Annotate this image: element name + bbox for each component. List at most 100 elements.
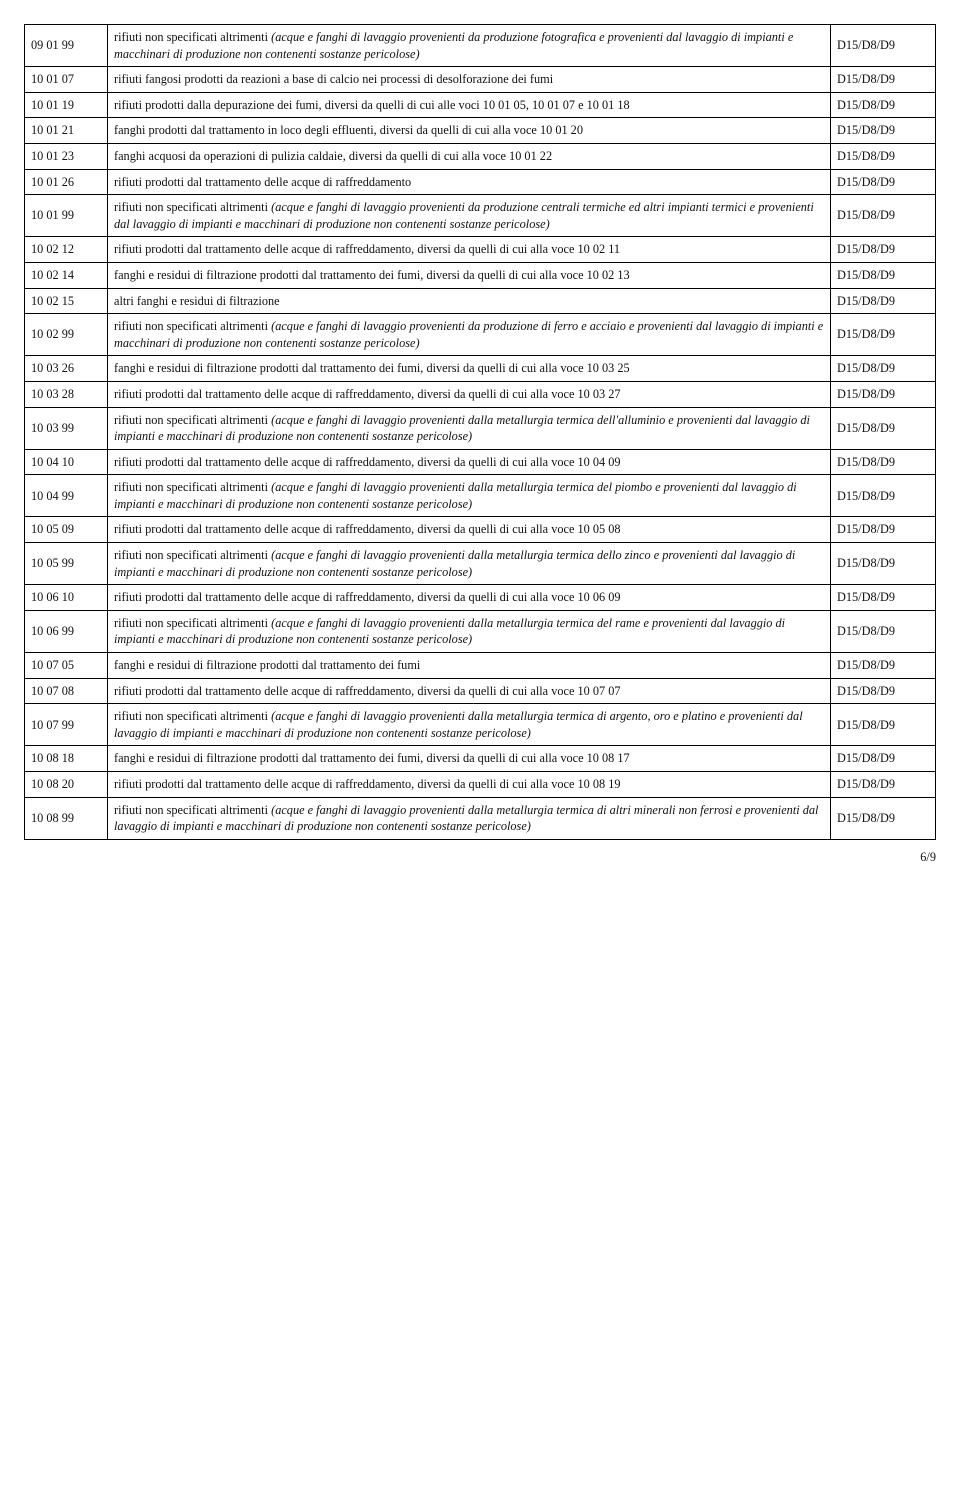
waste-code-cell: 10 02 12	[25, 237, 108, 263]
description-segment: fanghi prodotti dal trattamento in loco …	[114, 123, 583, 137]
table-row: 10 01 19rifiuti prodotti dalla depurazio…	[25, 92, 936, 118]
waste-description-cell: rifiuti prodotti dal trattamento delle a…	[108, 381, 831, 407]
waste-description-cell: fanghi prodotti dal trattamento in loco …	[108, 118, 831, 144]
waste-class-cell: D15/D8/D9	[831, 67, 936, 93]
description-segment: fanghi acquosi da operazioni di pulizia …	[114, 149, 552, 163]
waste-code-cell: 09 01 99	[25, 25, 108, 67]
waste-description-cell: fanghi e residui di filtrazione prodotti…	[108, 356, 831, 382]
waste-class-cell: D15/D8/D9	[831, 407, 936, 449]
waste-class-cell: D15/D8/D9	[831, 195, 936, 237]
waste-description-cell: rifiuti prodotti dal trattamento delle a…	[108, 678, 831, 704]
waste-description-cell: rifiuti non specificati altrimenti (acqu…	[108, 195, 831, 237]
waste-class-cell: D15/D8/D9	[831, 381, 936, 407]
waste-description-cell: rifiuti non specificati altrimenti (acqu…	[108, 704, 831, 746]
waste-description-cell: rifiuti non specificati altrimenti (acqu…	[108, 475, 831, 517]
page-number: 6/9	[24, 840, 936, 865]
waste-description-cell: rifiuti non specificati altrimenti (acqu…	[108, 610, 831, 652]
table-row: 10 01 26 rifiuti prodotti dal trattamento…	[25, 169, 936, 195]
table-row: 10 01 21 fanghi prodotti dal trattamento …	[25, 118, 936, 144]
waste-class-cell: D15/D8/D9	[831, 237, 936, 263]
description-segment: rifiuti fangosi prodotti da reazioni a b…	[114, 72, 553, 86]
description-segment: fanghi e residui di filtrazione prodotti…	[114, 268, 630, 282]
waste-code-cell: 10 07 99	[25, 704, 108, 746]
table-row: 10 08 99rifiuti non specificati altrimen…	[25, 797, 936, 839]
waste-class-cell: D15/D8/D9	[831, 543, 936, 585]
waste-class-cell: D15/D8/D9	[831, 653, 936, 679]
description-segment: rifiuti prodotti dal trattamento delle a…	[114, 455, 621, 469]
waste-class-cell: D15/D8/D9	[831, 772, 936, 798]
waste-code-cell: 10 02 99	[25, 314, 108, 356]
waste-class-cell: D15/D8/D9	[831, 25, 936, 67]
table-row: 10 07 08rifiuti prodotti dal trattamento…	[25, 678, 936, 704]
description-segment: rifiuti prodotti dal trattamento delle a…	[114, 590, 621, 604]
waste-description-cell: fanghi e residui di filtrazione prodotti…	[108, 262, 831, 288]
waste-class-cell: D15/D8/D9	[831, 449, 936, 475]
description-segment: rifiuti prodotti dal trattamento delle a…	[114, 175, 411, 189]
waste-code-cell: 10 01 99	[25, 195, 108, 237]
waste-class-cell: D15/D8/D9	[831, 92, 936, 118]
waste-code-cell: 10 08 99	[25, 797, 108, 839]
description-segment: rifiuti prodotti dal trattamento delle a…	[114, 387, 621, 401]
table-row: 10 05 09rifiuti prodotti dal trattamento…	[25, 517, 936, 543]
waste-code-cell: 10 08 20	[25, 772, 108, 798]
table-row: 10 03 99rifiuti non specificati altrimen…	[25, 407, 936, 449]
waste-class-cell: D15/D8/D9	[831, 143, 936, 169]
waste-class-cell: D15/D8/D9	[831, 475, 936, 517]
waste-description-cell: rifiuti prodotti dal trattamento delle a…	[108, 237, 831, 263]
table-row: 10 05 99rifiuti non specificati altrimen…	[25, 543, 936, 585]
waste-code-cell: 10 01 23	[25, 143, 108, 169]
description-segment: rifiuti prodotti dal trattamento delle a…	[114, 684, 621, 698]
table-row: 10 01 99rifiuti non specificati altrimen…	[25, 195, 936, 237]
description-segment: fanghi e residui di filtrazione prodotti…	[114, 751, 630, 765]
waste-code-cell: 10 06 10	[25, 585, 108, 611]
waste-description-cell: rifiuti non specificati altrimenti (acqu…	[108, 797, 831, 839]
waste-code-cell: 10 03 28	[25, 381, 108, 407]
waste-description-cell: rifiuti prodotti dal trattamento delle a…	[108, 772, 831, 798]
waste-code-cell: 10 03 26	[25, 356, 108, 382]
description-segment: rifiuti non specificati altrimenti	[114, 480, 271, 494]
table-row: 10 04 99rifiuti non specificati altrimen…	[25, 475, 936, 517]
waste-class-cell: D15/D8/D9	[831, 356, 936, 382]
waste-class-cell: D15/D8/D9	[831, 704, 936, 746]
table-row: 10 02 99rifiuti non specificati altrimen…	[25, 314, 936, 356]
table-row: 10 02 15altri fanghi e residui di filtra…	[25, 288, 936, 314]
table-row: 10 07 99rifiuti non specificati altrimen…	[25, 704, 936, 746]
table-row: 10 03 26fanghi e residui di filtrazione …	[25, 356, 936, 382]
waste-description-cell: rifiuti prodotti dal trattamento delle a…	[108, 449, 831, 475]
waste-code-cell: 10 01 26	[25, 169, 108, 195]
description-segment: rifiuti non specificati altrimenti	[114, 30, 271, 44]
table-row: 10 08 20 rifiuti prodotti dal trattamento…	[25, 772, 936, 798]
table-row: 10 04 10 rifiuti prodotti dal trattamento…	[25, 449, 936, 475]
waste-description-cell: rifiuti prodotti dal trattamento delle a…	[108, 169, 831, 195]
waste-class-cell: D15/D8/D9	[831, 288, 936, 314]
waste-code-cell: 10 03 99	[25, 407, 108, 449]
waste-code-cell: 10 06 99	[25, 610, 108, 652]
table-row: 10 07 05fanghi e residui di filtrazione …	[25, 653, 936, 679]
description-segment: rifiuti non specificati altrimenti	[114, 616, 271, 630]
waste-class-cell: D15/D8/D9	[831, 169, 936, 195]
waste-class-cell: D15/D8/D9	[831, 262, 936, 288]
table-row: 10 02 14fanghi e residui di filtrazione …	[25, 262, 936, 288]
waste-description-cell: rifiuti prodotti dal trattamento delle a…	[108, 585, 831, 611]
waste-class-cell: D15/D8/D9	[831, 118, 936, 144]
waste-code-cell: 10 04 10	[25, 449, 108, 475]
description-segment: rifiuti non specificati altrimenti	[114, 709, 271, 723]
table-row: 10 02 12 rifiuti prodotti dal trattamento…	[25, 237, 936, 263]
table-row: 10 01 07rifiuti fangosi prodotti da reaz…	[25, 67, 936, 93]
description-segment: rifiuti prodotti dalla depurazione dei f…	[114, 98, 630, 112]
table-row: 09 01 99 rifiuti non specificati altrimen…	[25, 25, 936, 67]
waste-code-cell: 10 04 99	[25, 475, 108, 517]
description-segment: rifiuti non specificati altrimenti	[114, 413, 271, 427]
waste-description-cell: rifiuti non specificati altrimenti (acqu…	[108, 407, 831, 449]
waste-description-cell: fanghi e residui di filtrazione prodotti…	[108, 746, 831, 772]
waste-code-cell: 10 05 09	[25, 517, 108, 543]
waste-class-cell: D15/D8/D9	[831, 517, 936, 543]
waste-class-cell: D15/D8/D9	[831, 585, 936, 611]
description-segment: rifiuti prodotti dal trattamento delle a…	[114, 242, 620, 256]
waste-description-cell: rifiuti fangosi prodotti da reazioni a b…	[108, 67, 831, 93]
waste-code-cell: 10 01 21	[25, 118, 108, 144]
table-row: 10 03 28 rifiuti prodotti dal trattamento…	[25, 381, 936, 407]
description-segment: rifiuti prodotti dal trattamento delle a…	[114, 777, 621, 791]
waste-code-cell: 10 05 99	[25, 543, 108, 585]
waste-description-cell: rifiuti non specificati altrimenti (acqu…	[108, 543, 831, 585]
